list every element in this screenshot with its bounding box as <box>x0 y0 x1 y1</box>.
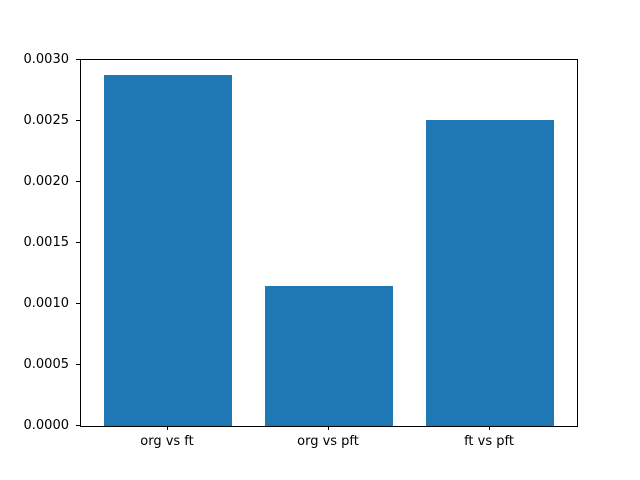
bar-org-vs-pft <box>264 285 394 426</box>
x-tick-label: ft vs pft <box>464 434 514 449</box>
y-tick-mark <box>76 58 80 60</box>
y-tick-mark <box>76 119 80 121</box>
y-tick-label: 0.0000 <box>23 417 70 433</box>
y-tick-label: 0.0020 <box>23 173 70 189</box>
x-tick-label: org vs pft <box>297 434 359 449</box>
y-tick-label: 0.0025 <box>23 112 70 128</box>
y-tick-mark <box>76 302 80 304</box>
y-tick-label: 0.0005 <box>23 356 70 372</box>
y-tick-label: 0.0015 <box>23 234 70 250</box>
x-tick-mark <box>488 426 490 430</box>
bar-ft-vs-pft <box>425 119 555 426</box>
y-tick-label: 0.0030 <box>23 51 70 67</box>
y-tick-label: 0.0010 <box>23 295 70 311</box>
x-tick-mark <box>327 426 329 430</box>
y-tick-mark <box>76 241 80 243</box>
y-tick-mark <box>76 180 80 182</box>
y-tick-mark <box>76 363 80 365</box>
plot-area <box>80 59 578 427</box>
x-tick-label: org vs ft <box>140 434 194 449</box>
y-tick-mark <box>76 424 80 426</box>
x-tick-mark <box>166 426 168 430</box>
bar-org-vs-ft <box>103 74 233 426</box>
